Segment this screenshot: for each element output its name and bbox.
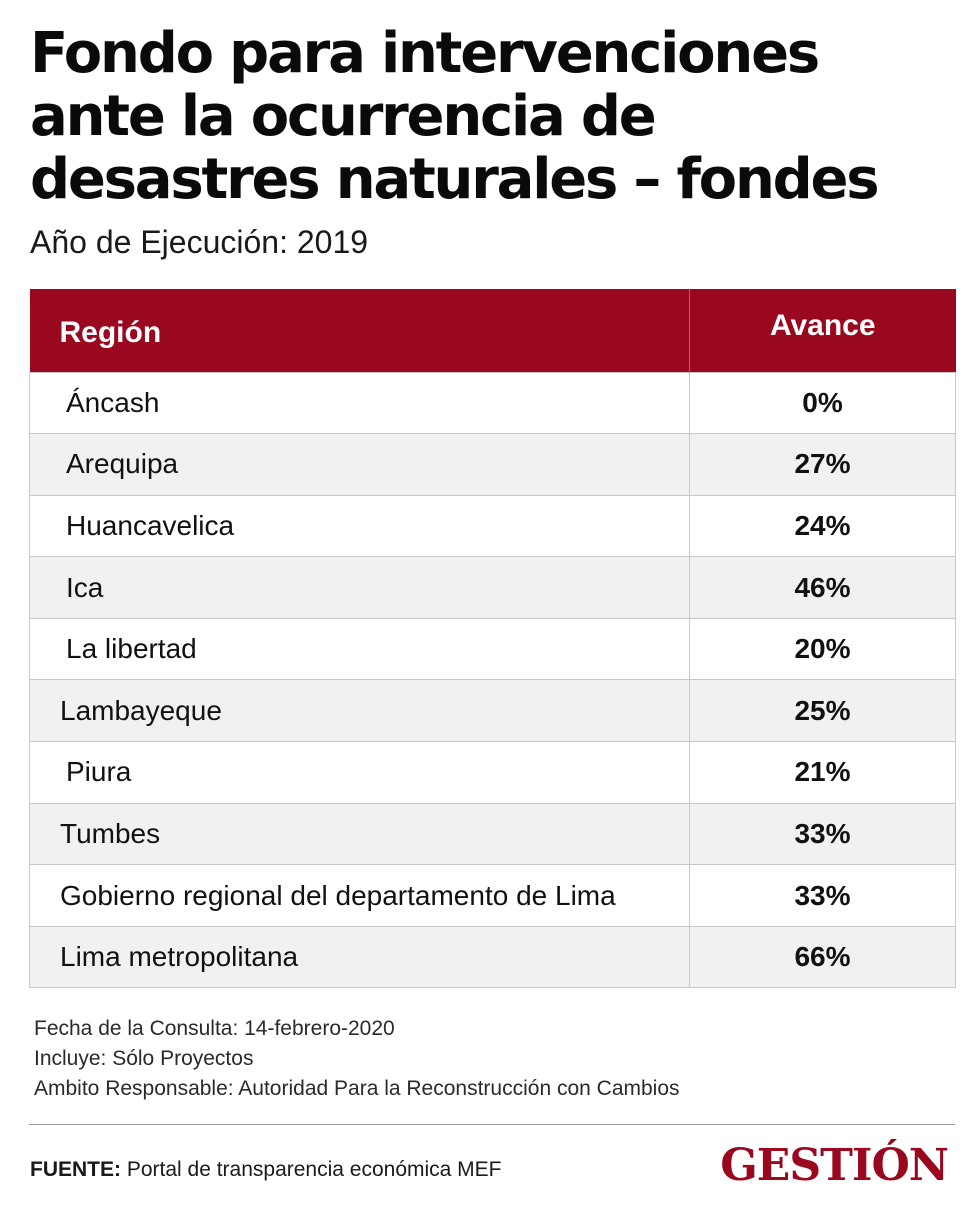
region-cell: Huancavelica <box>29 494 690 558</box>
note-consult-date: Fecha de la Consulta: 14-febrero-2020 <box>34 1017 395 1040</box>
table-row: Piura 21% <box>29 741 956 804</box>
table-row: Tumbes 33% <box>29 802 956 866</box>
note-includes: Incluye: Sólo Proyectos <box>34 1047 254 1070</box>
table-header-row: Región Avance <box>29 289 956 372</box>
avance-cell: 66% <box>689 925 956 989</box>
region-cell: Lima metropolitana <box>29 925 690 989</box>
column-header-avance: Avance <box>689 289 956 372</box>
avance-cell: 21% <box>689 741 956 804</box>
table-row: Lambayeque 25% <box>29 679 956 743</box>
region-cell: Tumbes <box>29 802 690 866</box>
region-cell: Piura <box>29 741 690 804</box>
region-cell: Arequipa <box>29 433 690 496</box>
avance-cell: 0% <box>689 371 956 435</box>
page-title: Fondo para intervenciones ante la ocurre… <box>30 21 880 212</box>
region-cell: Gobierno regional del departamento de Li… <box>29 864 690 927</box>
notes: Fecha de la Consulta: 14-febrero-2020 In… <box>34 1014 680 1104</box>
region-cell: La libertad <box>29 617 690 681</box>
source-label: FUENTE: <box>30 1158 121 1181</box>
avance-cell: 27% <box>689 433 956 496</box>
table-row: Lima metropolitana 66% <box>29 925 956 989</box>
table-row: Huancavelica 24% <box>29 494 956 558</box>
table-row: Arequipa 27% <box>29 433 956 496</box>
divider <box>29 1124 955 1125</box>
source-line: FUENTE: Portal de transparencia económic… <box>30 1156 502 1184</box>
table-row: Ica 46% <box>29 556 956 619</box>
avance-cell: 24% <box>689 494 956 558</box>
table-row: La libertad 20% <box>29 617 956 681</box>
gestion-logo: GESTIÓN <box>720 1140 949 1191</box>
note-scope: Ambito Responsable: Autoridad Para la Re… <box>34 1077 680 1100</box>
avance-cell: 33% <box>689 864 956 927</box>
region-cell: Áncash <box>29 371 690 435</box>
avance-cell: 20% <box>689 617 956 681</box>
table-row: Áncash 0% <box>29 371 956 435</box>
data-table: Región Avance Áncash 0% Arequipa 27% Hua… <box>29 289 956 989</box>
region-cell: Lambayeque <box>29 679 690 743</box>
page-subtitle: Año de Ejecución: 2019 <box>30 224 369 260</box>
column-header-region: Región <box>29 289 690 372</box>
region-cell: Ica <box>29 556 690 619</box>
source-text: Portal de transparencia económica MEF <box>121 1158 502 1181</box>
avance-cell: 33% <box>689 802 956 866</box>
table-row: Gobierno regional del departamento de Li… <box>29 864 956 927</box>
avance-cell: 46% <box>689 556 956 619</box>
avance-cell: 25% <box>689 679 956 743</box>
